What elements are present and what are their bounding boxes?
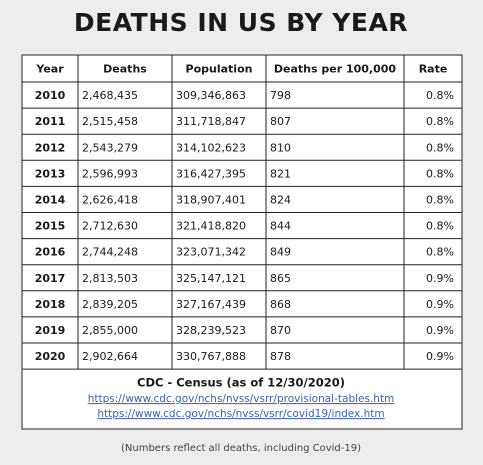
table-cell: 330,767,888 xyxy=(176,350,246,363)
year-cell: 2016 xyxy=(35,246,66,259)
table-cell: 2,712,630 xyxy=(82,220,138,233)
title: DEATHS IN US BY YEAR xyxy=(74,8,408,37)
table-cell: 2,855,000 xyxy=(82,324,138,337)
table-cell: 849 xyxy=(270,246,291,259)
table-frame xyxy=(21,54,463,430)
table-cell: 2,744,248 xyxy=(82,246,138,259)
table-cell: 0.8% xyxy=(426,193,454,206)
table-cell: 309,346,863 xyxy=(176,89,246,102)
table-cell: 323,071,342 xyxy=(176,246,246,259)
year-cell: 2011 xyxy=(35,115,66,128)
year-cell: 2020 xyxy=(35,350,66,363)
table-cell: 870 xyxy=(270,324,291,337)
table-cell: 0.9% xyxy=(426,272,454,285)
column-header: Population xyxy=(186,63,253,76)
table-cell: 2,543,279 xyxy=(82,141,138,154)
table-cell: 2,468,435 xyxy=(82,89,138,102)
table-cell: 844 xyxy=(270,220,291,233)
table-cell: 2,813,503 xyxy=(82,272,138,285)
table-cell: 798 xyxy=(270,89,291,102)
year-cell: 2018 xyxy=(35,298,66,311)
table-cell: 2,515,458 xyxy=(82,115,138,128)
table-cell: 2,626,418 xyxy=(82,193,138,206)
table-cells: Year Deaths Population Deaths per 100,000 Ra… xyxy=(35,63,454,421)
table-cell: 0.8% xyxy=(426,220,454,233)
table-cell: 0.8% xyxy=(426,246,454,259)
note: (Numbers reflect all deaths, including C… xyxy=(121,443,361,454)
table-cell: 810 xyxy=(270,141,291,154)
table-cell: 878 xyxy=(270,350,291,363)
source-link[interactable]: https://www.cdc.gov/nchs/nvss/vsrr/covid… xyxy=(97,408,384,420)
table-cell: 865 xyxy=(270,272,291,285)
table-cell: 0.8% xyxy=(426,89,454,102)
year-cell: 2019 xyxy=(35,324,66,337)
table-cell: 0.8% xyxy=(426,115,454,128)
table-cell: 316,427,395 xyxy=(176,167,246,180)
table-cell: 318,907,401 xyxy=(176,193,246,206)
year-cell: 2013 xyxy=(35,167,66,180)
year-cell: 2015 xyxy=(35,220,66,233)
table-cell: 2,839,205 xyxy=(82,298,138,311)
column-header: Deaths per 100,000 xyxy=(274,63,397,76)
column-header: Deaths xyxy=(103,63,147,76)
year-cell: 2010 xyxy=(35,89,66,102)
table-cell: 0.9% xyxy=(426,324,454,337)
table-cell: 321,418,820 xyxy=(176,220,246,233)
column-header: Rate xyxy=(419,63,448,76)
table-cell: 0.8% xyxy=(426,141,454,154)
table-cell: 314,102,623 xyxy=(176,141,246,154)
year-cell: 2017 xyxy=(35,272,66,285)
table-cell: 821 xyxy=(270,167,291,180)
table-cell: 868 xyxy=(270,298,291,311)
table-cell: 824 xyxy=(270,193,291,206)
table-cell: 2,596,993 xyxy=(82,167,138,180)
table-cell: 0.9% xyxy=(426,350,454,363)
table-cell: 807 xyxy=(270,115,291,128)
table-grid xyxy=(22,55,462,370)
source: CDC - Census (as of 12/30/2020) xyxy=(137,376,345,390)
table-cell: 325,147,121 xyxy=(176,272,246,285)
source-link[interactable]: https://www.cdc.gov/nchs/nvss/vsrr/provi… xyxy=(88,393,395,405)
year-cell: 2012 xyxy=(35,141,66,154)
table-cell: 2,902,664 xyxy=(82,350,138,363)
column-header: Year xyxy=(35,63,64,76)
table-cell: 327,167,439 xyxy=(176,298,246,311)
table-cell: 0.9% xyxy=(426,298,454,311)
table-cell: 328,239,523 xyxy=(176,324,246,337)
table-cell: 0.8% xyxy=(426,167,454,180)
table-cell: 311,718,847 xyxy=(176,115,246,128)
year-cell: 2014 xyxy=(35,193,66,206)
